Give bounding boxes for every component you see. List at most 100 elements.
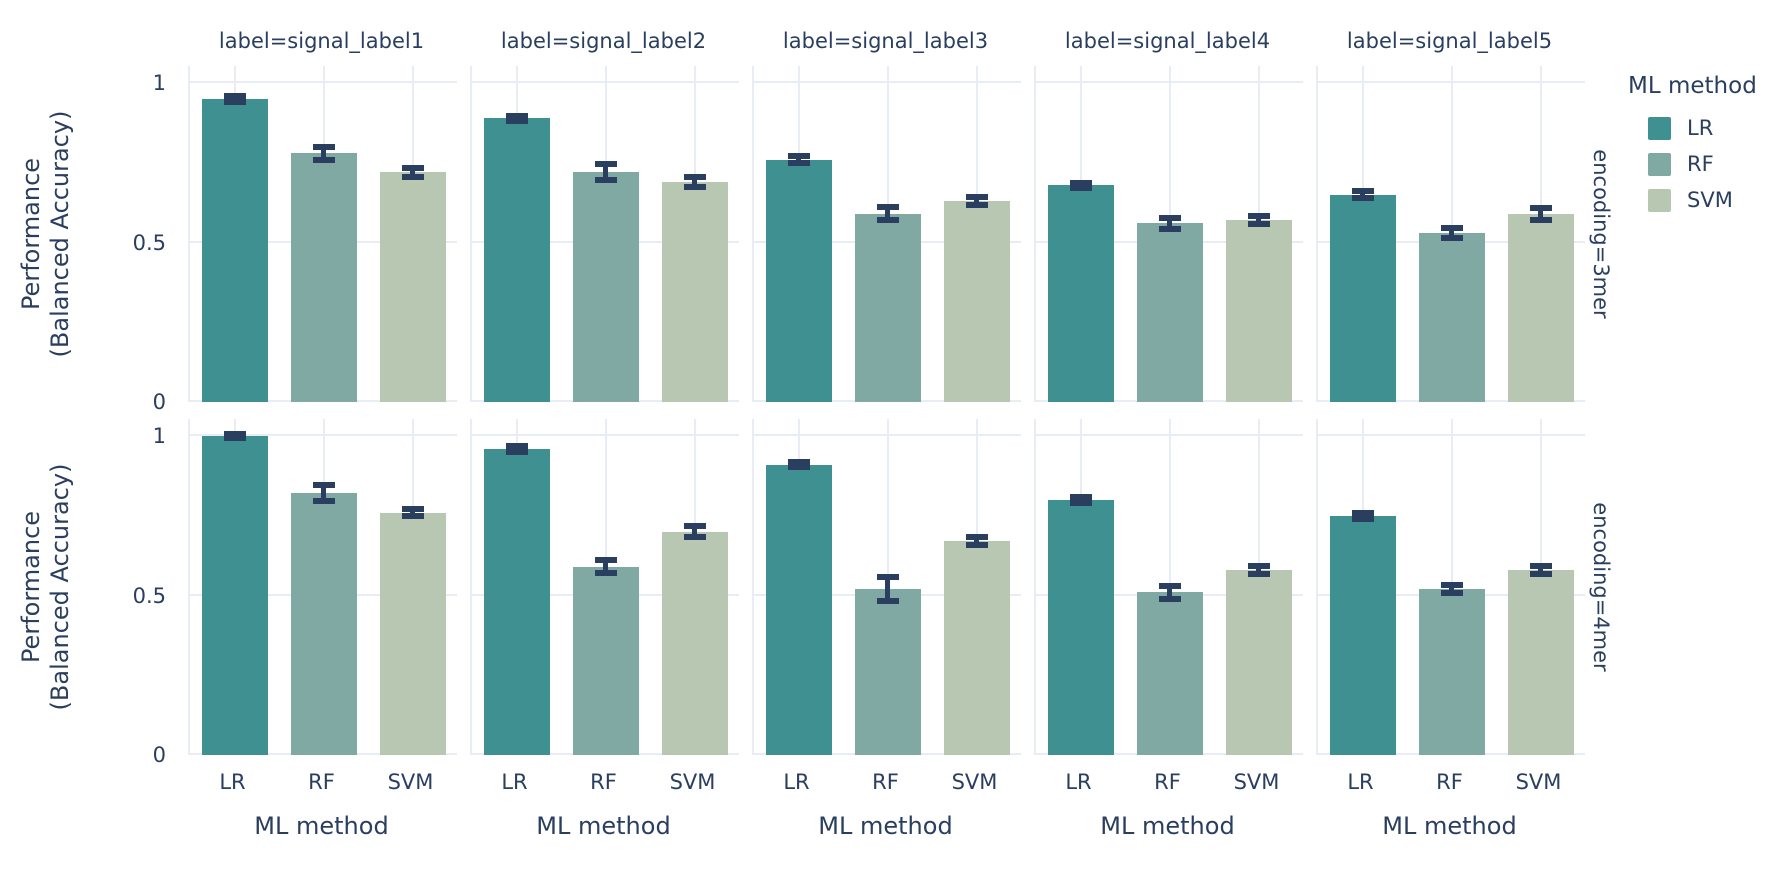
error-bar	[410, 508, 415, 517]
y-tick-label: 1	[152, 71, 166, 95]
error-bar-cap	[401, 513, 424, 520]
error-bar-cap	[401, 164, 424, 171]
error-bar-cap	[683, 174, 706, 181]
bar	[1507, 213, 1574, 402]
legend-swatch	[1648, 116, 1671, 140]
bar	[379, 172, 446, 402]
error-bar	[321, 485, 326, 502]
facet-col-title: label=signal_label3	[782, 29, 989, 53]
x-tick-label: RF	[1436, 770, 1463, 794]
error-bar	[796, 155, 801, 164]
error-bar	[1538, 566, 1543, 574]
error-bar-cap	[683, 183, 706, 190]
x-tick-label: SVM	[951, 770, 998, 794]
legend-item[interactable]: SVM	[1628, 182, 1788, 218]
bar	[1329, 515, 1396, 755]
error-bar	[885, 207, 890, 221]
bar	[1225, 569, 1292, 755]
error-bar-cap	[787, 160, 810, 167]
bar	[1047, 499, 1114, 755]
error-bar-cap	[1529, 563, 1552, 570]
error-bar-cap	[1440, 234, 1463, 241]
x-tick-label: SVM	[1233, 770, 1280, 794]
bar	[943, 541, 1010, 755]
bar	[572, 172, 639, 402]
legend-item[interactable]: RF	[1628, 146, 1788, 182]
bar	[379, 512, 446, 755]
error-bar-cap	[965, 201, 988, 208]
error-bar-cap	[505, 442, 528, 449]
error-bar	[885, 577, 890, 602]
bar	[1225, 220, 1292, 402]
error-bar-cap	[1247, 213, 1270, 220]
error-bar	[692, 525, 697, 538]
error-bar	[1538, 208, 1543, 220]
bar	[1418, 589, 1485, 755]
facet-plot	[188, 419, 457, 755]
error-bar-cap	[683, 534, 706, 541]
facet-plot	[1316, 66, 1585, 402]
facet-plot	[1034, 419, 1303, 755]
error-bar-cap	[594, 557, 617, 564]
facet-row-label-text: encoding=4mer	[1589, 502, 1613, 672]
error-bar-cap	[965, 534, 988, 541]
error-bar-cap	[505, 448, 528, 455]
bar	[854, 589, 921, 755]
bar	[854, 213, 921, 402]
bar	[572, 566, 639, 755]
error-bar-cap	[1247, 571, 1270, 578]
legend-item-label: LR	[1687, 116, 1714, 140]
error-bar	[1360, 191, 1365, 198]
facet-plot	[188, 66, 457, 402]
bar	[483, 448, 550, 755]
y-tick-label: 0	[152, 390, 166, 414]
error-bar	[1256, 565, 1261, 575]
error-bar-cap	[1529, 216, 1552, 223]
error-bar-cap	[1158, 214, 1181, 221]
facet-col-title: label=signal_label4	[1064, 29, 1271, 53]
bar	[1507, 569, 1574, 755]
y-tick-label: 1	[152, 424, 166, 448]
error-bar-cap	[876, 204, 899, 211]
error-bar-cap	[312, 143, 335, 150]
bar	[765, 464, 832, 755]
error-bar-cap	[312, 498, 335, 505]
error-bar-cap	[965, 542, 988, 549]
facet-col-title: label=signal_label1	[218, 29, 425, 53]
bar	[1136, 223, 1203, 402]
x-axis-title: ML method	[536, 812, 671, 840]
error-bar	[603, 560, 608, 574]
bar	[1418, 232, 1485, 402]
error-bar-cap	[223, 431, 246, 438]
error-bar	[1167, 585, 1172, 599]
bar	[201, 436, 268, 755]
error-bar-cap	[876, 574, 899, 580]
legend-item[interactable]: LR	[1628, 110, 1788, 146]
x-tick-label: LR	[501, 770, 528, 794]
error-bar-cap	[401, 505, 424, 512]
legend-items: LR RF SVM	[1628, 110, 1788, 218]
error-bar-cap	[223, 434, 246, 441]
error-bar-cap	[1351, 188, 1374, 195]
error-bar-cap	[1351, 194, 1374, 201]
error-bar	[1360, 512, 1365, 519]
error-bar	[1256, 216, 1261, 224]
facet-plot	[470, 66, 739, 402]
error-bar-cap	[1440, 589, 1463, 596]
bar	[201, 98, 268, 402]
bar	[765, 159, 832, 402]
error-bar-cap	[683, 522, 706, 529]
facet-row-label-text: encoding=3mer	[1589, 149, 1613, 319]
error-bar-cap	[787, 152, 810, 159]
error-bar	[974, 537, 979, 546]
y-axis-title-text: Performance (Balanced Accuracy)	[17, 463, 74, 711]
x-tick-label: LR	[219, 770, 246, 794]
legend-swatch	[1648, 188, 1671, 212]
x-tick-label: SVM	[387, 770, 434, 794]
error-bar-cap	[312, 156, 335, 163]
error-bar-cap	[1158, 226, 1181, 233]
error-bar-cap	[1529, 570, 1552, 577]
error-bar	[1449, 585, 1454, 593]
error-bar	[692, 177, 697, 187]
